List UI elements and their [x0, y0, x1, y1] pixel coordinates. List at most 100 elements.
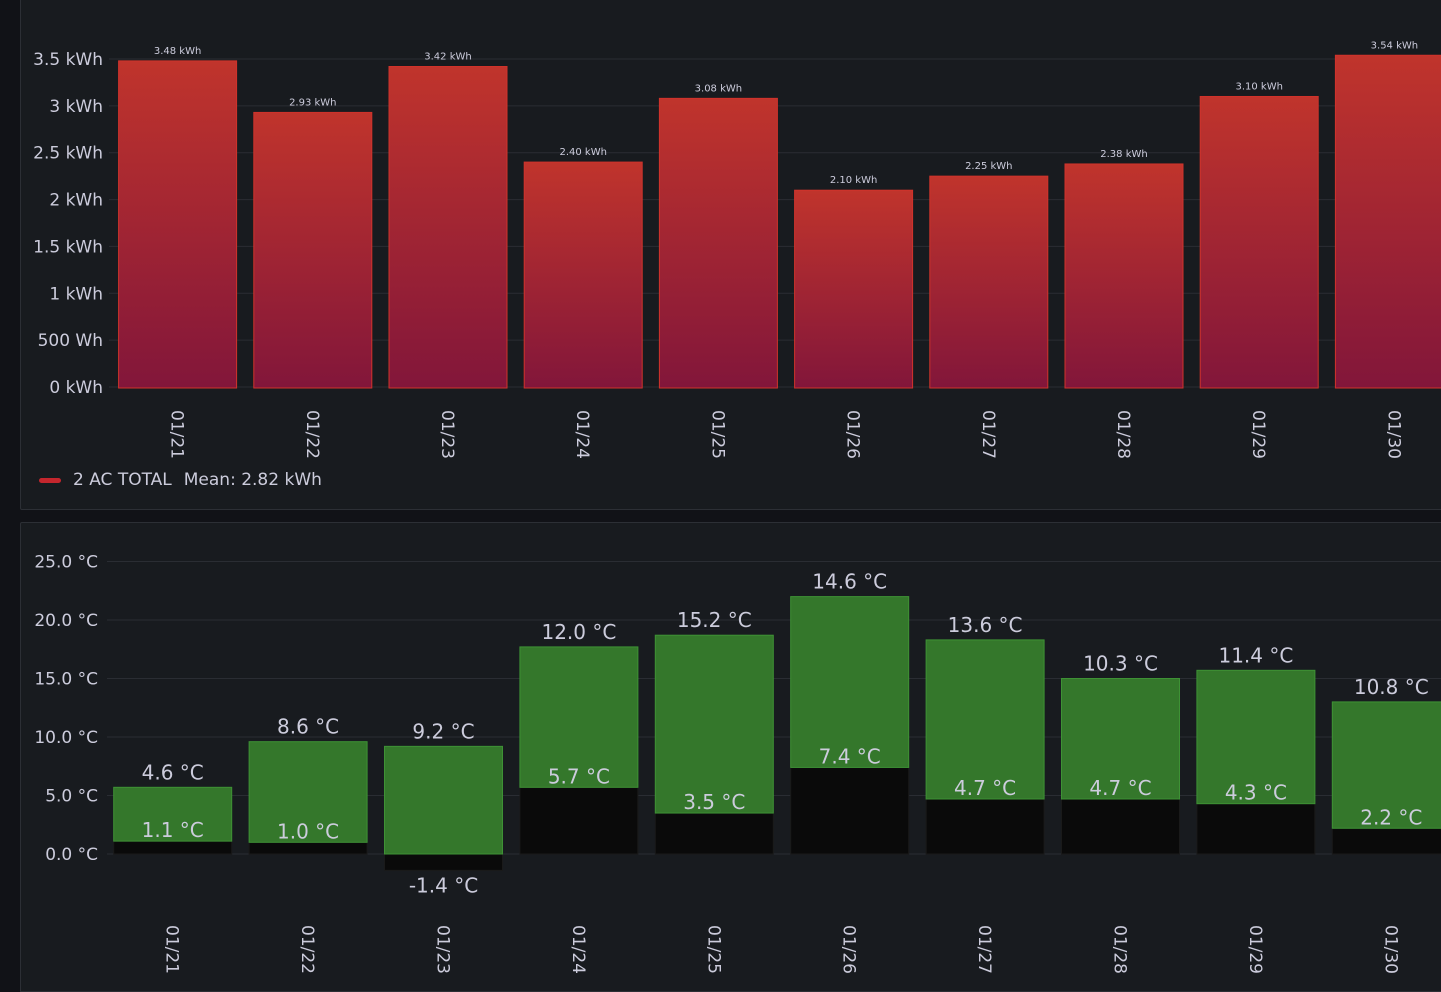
legend-mean: Mean: 2.82 kWh — [183, 470, 322, 490]
x-tick-label: 01/22 — [297, 925, 317, 974]
low-temp-label: 4.7 °C — [954, 776, 1016, 800]
low-temp-bar — [654, 812, 774, 855]
low-temp-label: 2.2 °C — [1360, 805, 1422, 829]
x-tick-label: 01/29 — [1248, 410, 1268, 459]
x-tick-label: 01/25 — [703, 925, 723, 974]
x-tick-label: 01/25 — [707, 410, 727, 459]
bar — [388, 65, 508, 389]
y-tick-label: 1 kWh — [49, 284, 103, 304]
bar — [253, 111, 373, 389]
y-tick-label: 3 kWh — [49, 97, 103, 117]
bar-value-label: 3.48 kWh — [154, 46, 201, 57]
low-temp-bar — [1196, 803, 1316, 855]
low-temp-label: -1.4 °C — [409, 873, 478, 897]
x-tick-label: 01/24 — [572, 410, 592, 459]
x-tick-label: 01/30 — [1380, 925, 1400, 974]
y-tick-label: 2 kWh — [49, 191, 103, 211]
bar — [523, 161, 643, 389]
x-tick-label: 01/27 — [978, 410, 998, 459]
low-temp-label: 3.5 °C — [683, 790, 745, 814]
high-temp-bar — [1331, 701, 1441, 829]
x-tick-label: 01/26 — [839, 925, 859, 974]
bar — [1064, 163, 1184, 389]
energy-panel: 0 kWh 500 Wh 1 kWh 1.5 kWh 2 kWh 2.5 kWh 3 kWh… — [20, 0, 1441, 510]
high-temp-bar — [248, 741, 368, 843]
legend-swatch — [39, 477, 61, 483]
bar-value-label: 3.08 kWh — [695, 83, 742, 94]
high-temp-label: 14.6 °C — [812, 570, 887, 594]
x-tick-label: 01/30 — [1383, 410, 1403, 459]
low-temp-label: 5.7 °C — [548, 764, 610, 788]
temperature-panel: 0.0 °C 5.0 °C 10.0 °C 15.0 °C 20.0 °C 25.0 °C… — [20, 522, 1441, 992]
low-temp-label: 4.7 °C — [1089, 776, 1151, 800]
bar-value-label: 2.40 kWh — [559, 147, 606, 158]
high-temp-bar — [113, 786, 233, 842]
bar-value-label: 2.38 kWh — [1100, 149, 1147, 160]
bar — [1199, 95, 1319, 389]
bar-value-label: 3.10 kWh — [1235, 81, 1282, 92]
low-temp-bar — [925, 798, 1045, 855]
bar-value-label: 3.42 kWh — [424, 51, 471, 62]
high-temp-label: 9.2 °C — [412, 719, 474, 743]
high-temp-label: 15.2 °C — [677, 608, 752, 632]
x-tick-label: 01/28 — [1113, 410, 1133, 459]
x-tick-label: 01/26 — [843, 410, 863, 459]
high-temp-label: 4.6 °C — [142, 760, 204, 784]
x-tick-label: 01/27 — [974, 925, 994, 974]
low-temp-bar — [1061, 798, 1180, 855]
high-temp-bar — [519, 646, 639, 788]
bar-value-label: 2.25 kWh — [965, 161, 1012, 172]
y-tick-label: 5.0 °C — [45, 787, 98, 807]
low-temp-bar — [519, 786, 639, 855]
low-temp-bar — [384, 853, 503, 871]
temperature-bar-chart: 0.0 °C 5.0 °C 10.0 °C 15.0 °C 20.0 °C 25.0 °C… — [34, 553, 1441, 974]
y-tick-label: 0.0 °C — [45, 845, 98, 865]
x-tick-label: 01/23 — [437, 410, 457, 459]
bar — [794, 189, 914, 389]
bar — [929, 175, 1049, 389]
high-temp-label: 11.4 °C — [1218, 643, 1293, 667]
low-temp-bar — [790, 766, 910, 855]
low-temp-bar — [1331, 827, 1441, 855]
low-temp-bar — [248, 841, 368, 855]
y-tick-label: 2.5 kWh — [33, 144, 103, 164]
high-temp-label: 10.8 °C — [1354, 675, 1429, 699]
low-temp-bar — [113, 840, 233, 855]
y-tick-label: 500 Wh — [38, 331, 103, 351]
y-tick-label: 1.5 kWh — [33, 237, 103, 257]
high-temp-label: 12.0 °C — [541, 620, 616, 644]
y-tick-label: 20.0 °C — [34, 611, 98, 631]
high-temp-bar — [790, 596, 910, 768]
high-temp-bar — [384, 745, 503, 855]
bar-value-label: 3.54 kWh — [1371, 40, 1418, 51]
high-temp-label: 13.6 °C — [948, 613, 1023, 637]
bar — [658, 97, 778, 389]
high-temp-bar — [1196, 669, 1316, 805]
bar — [1334, 54, 1441, 389]
high-temp-bar — [925, 639, 1045, 800]
y-tick-label: 3.5 kWh — [33, 50, 103, 70]
x-tick-label: 01/24 — [568, 925, 588, 974]
y-tick-label: 10.0 °C — [34, 728, 98, 748]
low-temp-label: 1.1 °C — [142, 818, 204, 842]
x-tick-label: 01/22 — [302, 410, 322, 459]
y-tick-label: 0 kWh — [49, 378, 103, 398]
high-temp-bar — [654, 634, 774, 814]
bar-value-label: 2.93 kWh — [289, 97, 336, 108]
legend-series-name[interactable]: 2 AC TOTAL — [73, 470, 172, 490]
energy-legend[interactable]: 2 AC TOTAL Mean: 2.82 kWh — [39, 470, 322, 490]
y-tick-label: 25.0 °C — [34, 553, 98, 573]
y-tick-label: 15.0 °C — [34, 670, 98, 690]
bar-value-label: 2.10 kWh — [830, 175, 877, 186]
high-temp-bar — [1061, 678, 1180, 800]
x-tick-label: 01/21 — [167, 410, 187, 459]
energy-bar-chart: 0 kWh 500 Wh 1 kWh 1.5 kWh 2 kWh 2.5 kWh 3 kWh… — [33, 40, 1441, 459]
x-tick-label: 01/28 — [1110, 925, 1130, 974]
x-tick-label: 01/29 — [1245, 925, 1265, 974]
bar — [118, 60, 238, 389]
low-temp-label: 7.4 °C — [819, 744, 881, 768]
high-temp-label: 8.6 °C — [277, 715, 339, 739]
x-tick-label: 01/23 — [433, 925, 453, 974]
high-temp-label: 10.3 °C — [1083, 652, 1158, 676]
low-temp-label: 4.3 °C — [1225, 781, 1287, 805]
